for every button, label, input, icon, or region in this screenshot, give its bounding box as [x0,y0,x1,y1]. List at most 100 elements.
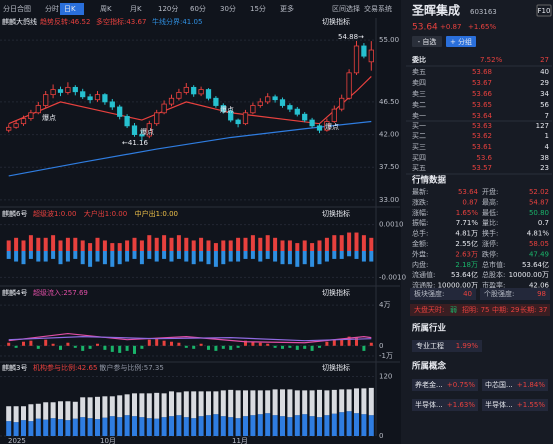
candle-body [80,91,86,98]
switch-indicator[interactable]: 切换指标 [322,209,350,218]
tool[interactable]: 区间选择 [332,4,360,13]
tab[interactable]: 60分 [190,4,206,13]
switch-indicator[interactable]: 切换指标 [322,288,350,297]
tool[interactable]: 交易系统 [364,4,392,13]
bar [229,345,233,350]
bar [317,251,322,265]
industry[interactable]: 专业工程 [416,341,444,350]
bar [88,251,93,267]
bar-segment [58,419,63,436]
bar-segment [58,401,63,420]
value: 4.81% [527,230,550,238]
bar [273,345,277,348]
label: 最高: [482,197,498,206]
bar [6,240,11,251]
tab[interactable]: 更多 [280,4,294,13]
badge [410,304,550,316]
value: 0.7 [538,219,549,227]
f10-box[interactable] [536,4,552,17]
tab[interactable]: 30分 [220,4,236,13]
label: 金额: [412,239,428,248]
bar-segment [21,406,26,421]
bar-segment [154,418,160,436]
section-title: 所属行业 [411,323,447,334]
badge[interactable] [412,399,478,411]
candle-body [191,86,197,95]
bar [347,251,352,257]
switch-indicator[interactable]: 切换指标 [322,17,350,26]
bar-segment [124,415,130,436]
bar [21,251,26,265]
bar-segment [28,404,34,422]
bar [154,251,159,262]
bar-segment [302,414,308,436]
concept[interactable]: 中芯国... [485,380,513,389]
candle-body [368,49,374,63]
tab[interactable]: 月K [130,5,142,13]
candle-body [124,116,130,127]
badge[interactable] [482,379,548,391]
concept[interactable]: 半导体... [485,400,513,409]
concept[interactable]: 半导体... [415,400,443,409]
candle-body [331,108,337,122]
concept[interactable]: 养老金... [415,380,443,389]
bar [295,251,300,267]
candle-body [353,45,360,74]
candle-body [20,118,27,125]
bar-segment [250,415,256,436]
bar-segment [206,415,211,436]
legend: 中户出1:0.00 [135,209,178,218]
tab-active[interactable] [60,3,84,15]
bar-segment [191,418,197,436]
f10[interactable]: F10 [538,7,551,15]
value: 2.18万 [455,261,478,269]
bar-segment [265,413,271,436]
bar [250,235,255,251]
annotation: 爆点 [220,105,234,114]
btn[interactable] [412,36,442,47]
bar [66,342,70,346]
tab[interactable]: 分日合图 [3,4,31,13]
label: 卖三 [412,90,426,98]
tab[interactable]: 分时 [45,4,59,13]
bar [339,251,344,259]
bar-segment [43,419,49,436]
value: 53.64亿 [522,260,549,269]
value: 54.87 [529,198,549,206]
tab[interactable]: 日K [64,5,76,13]
bar [14,237,19,251]
switch-indicator[interactable]: 切换指标 [322,363,350,372]
section-title: 委比 [411,55,426,64]
bar [199,237,204,251]
bar [258,237,263,251]
candle-body [94,94,101,101]
label: 板块强度: [414,289,444,298]
bar [302,251,307,265]
tab[interactable]: 15分 [250,4,266,13]
bar [206,251,211,265]
label: 买二 [412,132,426,140]
badge[interactable] [482,399,548,411]
bar-segment [13,406,19,423]
candle-body [6,126,12,131]
bar-segment [213,414,219,436]
bar [213,251,218,267]
label: 买一 [412,122,426,130]
badge[interactable] [412,379,478,391]
badge[interactable] [412,340,482,352]
order-volume: 1 [545,132,549,140]
bar [199,343,203,346]
btn[interactable] [446,36,476,47]
button[interactable]: + 分组 [450,37,472,46]
tab[interactable]: 120分 [158,4,178,13]
bar [14,345,18,348]
bar [125,251,130,262]
bar [287,240,292,251]
tab[interactable]: 周K [100,5,112,13]
bar-segment [317,417,322,436]
button[interactable]: - 自选 [418,37,437,46]
bar [169,251,174,262]
candle-body [168,97,175,105]
bar [103,345,107,350]
candle-body [242,112,249,125]
